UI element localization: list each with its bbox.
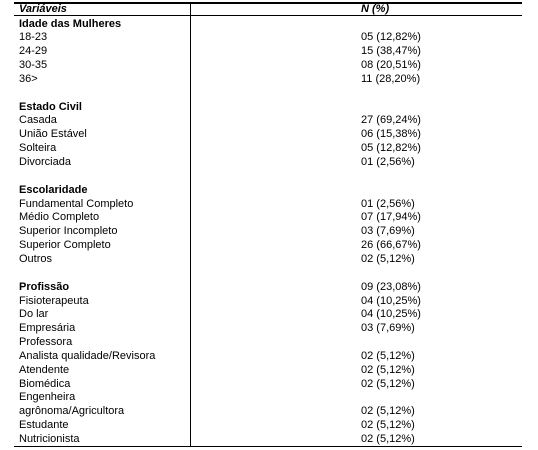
row-label: Atendente	[19, 363, 70, 376]
row-label: 24-29	[19, 45, 48, 58]
row-label: Analista qualidade/Revisora	[19, 349, 156, 362]
row-value: 05 (12,82%)	[361, 31, 421, 44]
row-value: 07 (17,94%)	[361, 211, 421, 224]
row-label: Casada	[19, 114, 57, 127]
row-label: Fundamental Completo	[19, 197, 134, 210]
row-label: Divorciada	[19, 156, 71, 168]
row-value: 02 (5,12%)	[361, 433, 415, 445]
row-value: 11 (28,20%)	[361, 72, 421, 85]
row-value: 27 (69,24%)	[361, 114, 421, 127]
row-value: 01 (2,56%)	[361, 156, 415, 168]
header-cell: N (%)	[361, 3, 390, 15]
row-value: 26 (66,67%)	[361, 239, 421, 252]
row-label: Biomédica	[19, 377, 71, 390]
row-value: 02 (5,12%)	[361, 349, 415, 362]
row-value: 04 (10,25%)	[361, 308, 421, 321]
row-label: Empresária	[19, 322, 76, 335]
row-label: Do lar	[19, 308, 49, 321]
row-label: Fisioterapeuta	[19, 294, 89, 307]
row-value: 03 (7,69%)	[361, 225, 415, 238]
row-value: 02 (5,12%)	[361, 419, 415, 432]
row-value: 02 (5,12%)	[361, 363, 415, 376]
row-label: Estudante	[19, 419, 69, 432]
column-rule	[190, 3, 191, 446]
row-value: 06 (15,38%)	[361, 128, 421, 141]
group-title: Escolaridade	[19, 183, 88, 196]
row-label: Médio Completo	[19, 211, 100, 224]
group-title: Estado Civil	[19, 100, 82, 113]
group-title: Profissão	[19, 280, 70, 293]
row-label: Superior Completo	[19, 239, 111, 252]
row-value: 04 (10,25%)	[361, 294, 421, 307]
row-label: 36>	[19, 72, 38, 85]
row-value: 02 (5,12%)	[361, 377, 415, 390]
row-value: 01 (2,56%)	[361, 197, 415, 210]
row-value: 15 (38,47%)	[361, 45, 421, 58]
row-label: agrônoma/Agricultora	[19, 405, 125, 418]
row-label: Superior Incompleto	[19, 225, 118, 238]
row-value: 05 (12,82%)	[361, 142, 421, 155]
row-label: Engenheira	[19, 391, 76, 404]
group-title: Idade das Mulheres	[19, 17, 122, 30]
row-label: Nutricionista	[19, 433, 80, 445]
group-value: 09 (23,08%)	[361, 280, 421, 293]
row-label: Outros	[19, 252, 53, 265]
row-label: União Estável	[19, 128, 87, 141]
row-label: Solteira	[19, 142, 57, 155]
row-value: 02 (5,12%)	[361, 405, 415, 418]
row-value: 03 (7,69%)	[361, 322, 415, 335]
row-label: 30-35	[19, 59, 48, 72]
row-label: Professora	[19, 336, 73, 349]
row-value: 08 (20,51%)	[361, 59, 421, 72]
bottom-rule	[14, 446, 522, 447]
row-value: 02 (5,12%)	[361, 252, 415, 265]
header-cell: Variáveis	[19, 3, 67, 15]
header-rule	[14, 15, 522, 16]
row-label: 18-23	[19, 31, 48, 44]
top-rule	[14, 2, 522, 4]
